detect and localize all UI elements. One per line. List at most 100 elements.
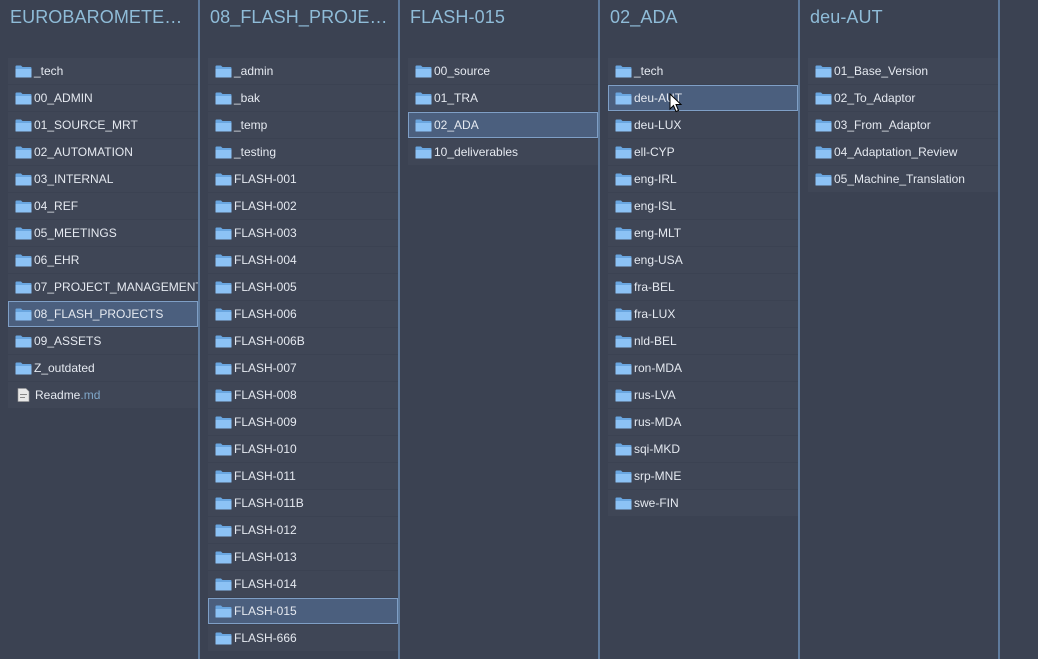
column-3: FLASH-015 00_source 01_TRA 02_ADA 10_deliver… (400, 0, 600, 659)
folder-item[interactable]: nld-BEL (608, 328, 798, 354)
folder-item[interactable]: ell-CYP (608, 139, 798, 165)
folder-item[interactable]: FLASH-006B (208, 328, 398, 354)
folder-item[interactable]: 10_deliverables (408, 139, 598, 165)
column-2: 08_FLASH_PROJECTS _admin _bak _temp _testing… (200, 0, 400, 659)
folder-item[interactable]: FLASH-014 (208, 571, 398, 597)
folder-item[interactable]: 01_TRA (408, 85, 598, 111)
empty-column (1000, 0, 1038, 659)
folder-item[interactable]: eng-IRL (608, 166, 798, 192)
folder-item[interactable]: 08_FLASH_PROJECTS (8, 301, 198, 327)
folder-icon (215, 443, 232, 455)
folder-item[interactable]: 03_INTERNAL (8, 166, 198, 192)
folder-item[interactable]: ron-MDA (608, 355, 798, 381)
item-label: 10_deliverables (434, 145, 519, 159)
folder-item[interactable]: 09_ASSETS (8, 328, 198, 354)
folder-icon (415, 65, 432, 77)
folder-item[interactable]: FLASH-008 (208, 382, 398, 408)
folder-item[interactable]: 00_source (408, 58, 598, 84)
folder-icon (215, 551, 232, 563)
item-label: swe-FIN (634, 496, 679, 510)
file-item[interactable]: Readme .md (8, 382, 198, 408)
folder-item[interactable]: FLASH-002 (208, 193, 398, 219)
folder-item[interactable]: _tech (8, 58, 198, 84)
folder-icon (15, 227, 32, 239)
folder-item[interactable]: 07_PROJECT_MANAGEMENT (8, 274, 198, 300)
folder-item[interactable]: 04_REF (8, 193, 198, 219)
folder-item[interactable]: 00_ADMIN (8, 85, 198, 111)
folder-icon (615, 335, 632, 347)
folder-icon (215, 65, 232, 77)
folder-item[interactable]: eng-MLT (608, 220, 798, 246)
folder-item[interactable]: srp-MNE (608, 463, 798, 489)
item-label: FLASH-012 (234, 523, 297, 537)
item-label: 03_From_Adaptor (834, 118, 931, 132)
folder-item[interactable]: Z_outdated (8, 355, 198, 381)
mouse-pointer-icon (669, 93, 683, 113)
folder-item[interactable]: swe-FIN (608, 490, 798, 516)
folder-item[interactable]: 05_Machine_Translation (808, 166, 998, 192)
folder-item[interactable]: 02_To_Adaptor (808, 85, 998, 111)
column-title: EUROBAROMETER_FL... (10, 7, 192, 27)
folder-item[interactable]: 02_ADA (408, 112, 598, 138)
folder-icon (615, 497, 632, 509)
item-label: FLASH-015 (234, 604, 297, 618)
folder-item[interactable]: FLASH-666 (208, 625, 398, 651)
folder-item[interactable]: FLASH-013 (208, 544, 398, 570)
item-label: 08_FLASH_PROJECTS (34, 307, 164, 321)
folder-item[interactable]: sqi-MKD (608, 436, 798, 462)
item-label: 02_To_Adaptor (834, 91, 916, 105)
folder-icon (215, 524, 232, 536)
item-label: deu-LUX (634, 118, 682, 132)
folder-item[interactable]: FLASH-007 (208, 355, 398, 381)
folder-item[interactable]: fra-BEL (608, 274, 798, 300)
folder-item[interactable]: 01_Base_Version (808, 58, 998, 84)
folder-item[interactable]: FLASH-005 (208, 274, 398, 300)
folder-icon (415, 119, 432, 131)
folder-item[interactable]: fra-LUX (608, 301, 798, 327)
folder-item[interactable]: _bak (208, 85, 398, 111)
folder-item[interactable]: FLASH-015 (208, 598, 398, 624)
folder-item[interactable]: FLASH-009 (208, 409, 398, 435)
item-label: FLASH-009 (234, 415, 297, 429)
folder-item[interactable]: rus-LVA (608, 382, 798, 408)
folder-item[interactable]: deu-AUT (608, 85, 798, 111)
folder-icon (215, 416, 232, 428)
folder-icon (615, 200, 632, 212)
folder-item[interactable]: FLASH-011 (208, 463, 398, 489)
folder-item[interactable]: deu-LUX (608, 112, 798, 138)
item-label: FLASH-006B (234, 334, 305, 348)
folder-icon (215, 605, 232, 617)
folder-item[interactable]: 04_Adaptation_Review (808, 139, 998, 165)
folder-item[interactable]: FLASH-003 (208, 220, 398, 246)
column-list: _admin _bak _temp _testing FLASH-001 FLASH-00… (208, 58, 398, 652)
item-label: 04_REF (34, 199, 79, 213)
folder-item[interactable]: 01_SOURCE_MRT (8, 112, 198, 138)
folder-icon (415, 146, 432, 158)
folder-item[interactable]: rus-MDA (608, 409, 798, 435)
folder-item[interactable]: _testing (208, 139, 398, 165)
item-label: FLASH-007 (234, 361, 297, 375)
folder-item[interactable]: 05_MEETINGS (8, 220, 198, 246)
folder-icon (615, 281, 632, 293)
folder-item[interactable]: _admin (208, 58, 398, 84)
folder-item[interactable]: eng-ISL (608, 193, 798, 219)
folder-item[interactable]: FLASH-004 (208, 247, 398, 273)
folder-item[interactable]: _tech (608, 58, 798, 84)
folder-item[interactable]: 03_From_Adaptor (808, 112, 998, 138)
folder-item[interactable]: FLASH-001 (208, 166, 398, 192)
folder-item[interactable]: 06_EHR (8, 247, 198, 273)
folder-item[interactable]: FLASH-006 (208, 301, 398, 327)
item-label: 03_INTERNAL (34, 172, 114, 186)
folder-item[interactable]: 02_AUTOMATION (8, 139, 198, 165)
folder-item[interactable]: FLASH-010 (208, 436, 398, 462)
item-label: 01_Base_Version (834, 64, 929, 78)
folder-item[interactable]: eng-USA (608, 247, 798, 273)
item-label: rus-MDA (634, 415, 682, 429)
folder-item[interactable]: _temp (208, 112, 398, 138)
folder-item[interactable]: FLASH-011B (208, 490, 398, 516)
folder-icon (215, 632, 232, 644)
folder-item[interactable]: FLASH-012 (208, 517, 398, 543)
folder-icon (815, 119, 832, 131)
item-label: FLASH-001 (234, 172, 297, 186)
column-5: deu-AUT 01_Base_Version 02_To_Adaptor 03_Fr… (800, 0, 1000, 659)
